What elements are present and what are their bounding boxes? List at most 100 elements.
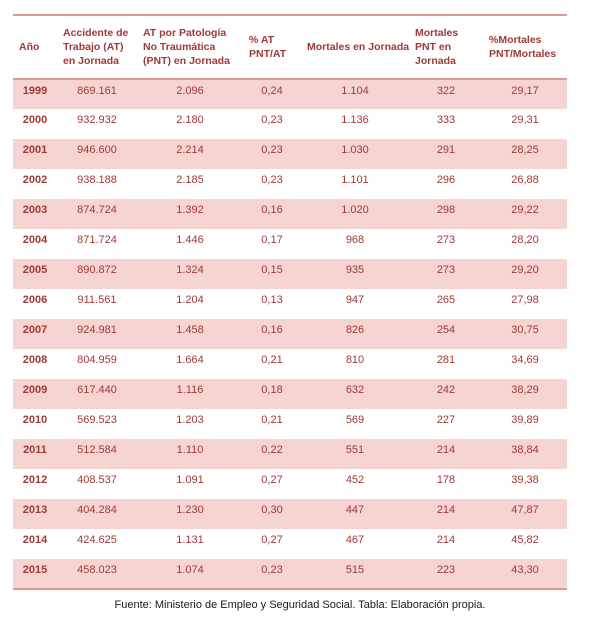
table-row-2001: 2001 946.600 2.214 0,23 1.030 291 28,25 <box>13 139 567 169</box>
value-cell: 38,29 <box>483 379 567 409</box>
accidents-statistics-table: Año Accidente de Trabajo (AT) en Jornada A… <box>13 14 567 590</box>
value-cell: 938.188 <box>57 169 137 199</box>
value-cell: 0,30 <box>243 499 301 529</box>
value-cell: 932.932 <box>57 109 137 139</box>
value-cell: 333 <box>409 109 483 139</box>
table-row-2010: 2010 569.523 1.203 0,21 569 227 39,89 <box>13 409 567 439</box>
value-cell: 947 <box>301 289 409 319</box>
value-cell: 242 <box>409 379 483 409</box>
table-row-2009: 2009 617.440 1.116 0,18 632 242 38,29 <box>13 379 567 409</box>
value-cell: 569 <box>301 409 409 439</box>
year-cell: 2015 <box>13 559 57 589</box>
table-row-2005: 2005 890.872 1.324 0,15 935 273 29,20 <box>13 259 567 289</box>
value-cell: 1.074 <box>137 559 243 589</box>
value-cell: 1.230 <box>137 499 243 529</box>
value-cell: 968 <box>301 229 409 259</box>
year-cell: 2006 <box>13 289 57 319</box>
year-cell: 2008 <box>13 349 57 379</box>
value-cell: 1.458 <box>137 319 243 349</box>
value-cell: 2.180 <box>137 109 243 139</box>
value-cell: 826 <box>301 319 409 349</box>
table-row-2011: 2011 512.584 1.110 0,22 551 214 38,84 <box>13 439 567 469</box>
value-cell: 551 <box>301 439 409 469</box>
value-cell: 1.324 <box>137 259 243 289</box>
value-cell: 2.185 <box>137 169 243 199</box>
value-cell: 29,17 <box>483 79 567 109</box>
value-cell: 26,88 <box>483 169 567 199</box>
value-cell: 0,23 <box>243 139 301 169</box>
value-cell: 924.981 <box>57 319 137 349</box>
value-cell: 810 <box>301 349 409 379</box>
value-cell: 2.096 <box>137 79 243 109</box>
value-cell: 28,25 <box>483 139 567 169</box>
value-cell: 804.959 <box>57 349 137 379</box>
value-cell: 227 <box>409 409 483 439</box>
value-cell: 34,69 <box>483 349 567 379</box>
value-cell: 39,89 <box>483 409 567 439</box>
table-row-2013: 2013 404.284 1.230 0,30 447 214 47,87 <box>13 499 567 529</box>
value-cell: 1.020 <box>301 199 409 229</box>
value-cell: 291 <box>409 139 483 169</box>
value-cell: 47,87 <box>483 499 567 529</box>
table-header: Año Accidente de Trabajo (AT) en Jornada A… <box>13 15 567 80</box>
table-row-1999: 1999 869.161 2.096 0,24 1.104 322 29,17 <box>13 79 567 109</box>
value-cell: 39,38 <box>483 469 567 499</box>
table-row-2003: 2003 874.724 1.392 0,16 1.020 298 29,22 <box>13 199 567 229</box>
value-cell: 1.091 <box>137 469 243 499</box>
value-cell: 281 <box>409 349 483 379</box>
value-cell: 0,18 <box>243 379 301 409</box>
column-header-3: AT por Patología No Traumática (PNT) en … <box>137 15 243 80</box>
year-cell: 2007 <box>13 319 57 349</box>
year-cell: 2013 <box>13 499 57 529</box>
year-cell: 2001 <box>13 139 57 169</box>
value-cell: 214 <box>409 499 483 529</box>
value-cell: 1.203 <box>137 409 243 439</box>
value-cell: 408.537 <box>57 469 137 499</box>
value-cell: 0,27 <box>243 469 301 499</box>
value-cell: 424.625 <box>57 529 137 559</box>
value-cell: 935 <box>301 259 409 289</box>
table-header-row: Año Accidente de Trabajo (AT) en Jornada A… <box>13 15 567 80</box>
value-cell: 1.101 <box>301 169 409 199</box>
year-cell: 2005 <box>13 259 57 289</box>
table-row-2014: 2014 424.625 1.131 0,27 467 214 45,82 <box>13 529 567 559</box>
value-cell: 29,22 <box>483 199 567 229</box>
column-header-7: %Mortales PNT/Mortales <box>483 15 567 80</box>
value-cell: 452 <box>301 469 409 499</box>
table-row-2008: 2008 804.959 1.664 0,21 810 281 34,69 <box>13 349 567 379</box>
value-cell: 0,16 <box>243 319 301 349</box>
value-cell: 1.030 <box>301 139 409 169</box>
value-cell: 0,15 <box>243 259 301 289</box>
value-cell: 0,27 <box>243 529 301 559</box>
value-cell: 214 <box>409 439 483 469</box>
column-header-1: Año <box>13 15 57 80</box>
table-row-2007: 2007 924.981 1.458 0,16 826 254 30,75 <box>13 319 567 349</box>
column-header-5: Mortales en Jornada <box>301 15 409 80</box>
table-row-2000: 2000 932.932 2.180 0,23 1.136 333 29,31 <box>13 109 567 139</box>
year-cell: 2004 <box>13 229 57 259</box>
column-header-6: Mortales PNT en Jornada <box>409 15 483 80</box>
value-cell: 890.872 <box>57 259 137 289</box>
year-cell: 2014 <box>13 529 57 559</box>
year-cell: 1999 <box>13 79 57 109</box>
table-row-2012: 2012 408.537 1.091 0,27 452 178 39,38 <box>13 469 567 499</box>
year-cell: 2000 <box>13 109 57 139</box>
value-cell: 404.284 <box>57 499 137 529</box>
value-cell: 871.724 <box>57 229 137 259</box>
value-cell: 874.724 <box>57 199 137 229</box>
source-note: Fuente: Ministerio de Empleo y Seguridad… <box>114 599 486 611</box>
value-cell: 458.023 <box>57 559 137 589</box>
value-cell: 38,84 <box>483 439 567 469</box>
value-cell: 265 <box>409 289 483 319</box>
value-cell: 632 <box>301 379 409 409</box>
value-cell: 322 <box>409 79 483 109</box>
value-cell: 0,13 <box>243 289 301 319</box>
value-cell: 27,98 <box>483 289 567 319</box>
value-cell: 29,20 <box>483 259 567 289</box>
year-cell: 2012 <box>13 469 57 499</box>
value-cell: 0,21 <box>243 349 301 379</box>
value-cell: 0,23 <box>243 109 301 139</box>
value-cell: 0,24 <box>243 79 301 109</box>
value-cell: 1.392 <box>137 199 243 229</box>
year-cell: 2011 <box>13 439 57 469</box>
